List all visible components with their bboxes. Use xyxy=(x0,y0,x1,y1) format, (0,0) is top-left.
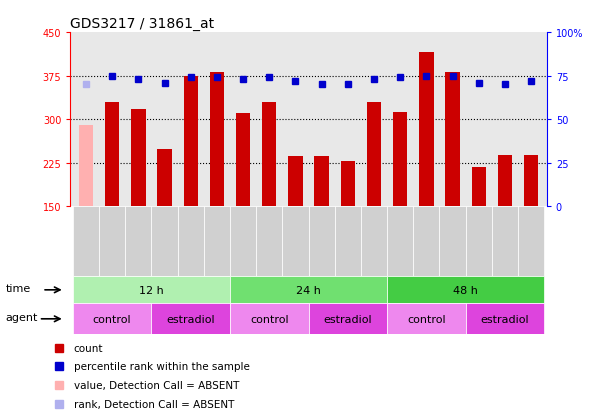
Bar xyxy=(73,277,230,304)
Bar xyxy=(204,206,230,277)
Bar xyxy=(262,102,276,206)
Bar xyxy=(73,206,99,277)
Bar xyxy=(393,113,408,206)
Bar xyxy=(413,206,439,277)
Text: percentile rank within the sample: percentile rank within the sample xyxy=(74,361,249,372)
Bar xyxy=(230,304,309,335)
Text: agent: agent xyxy=(5,313,38,323)
Bar xyxy=(315,156,329,206)
Bar xyxy=(230,277,387,304)
Text: value, Detection Call = ABSENT: value, Detection Call = ABSENT xyxy=(74,380,239,390)
Bar xyxy=(125,206,152,277)
Text: time: time xyxy=(5,284,31,294)
Bar xyxy=(105,102,119,206)
Bar xyxy=(472,167,486,206)
Text: 48 h: 48 h xyxy=(453,285,478,295)
Bar xyxy=(99,206,125,277)
Bar xyxy=(419,53,434,206)
Bar xyxy=(524,156,538,206)
Text: control: control xyxy=(93,314,131,324)
Bar xyxy=(256,206,282,277)
Bar xyxy=(183,76,198,206)
Bar xyxy=(387,206,413,277)
Bar xyxy=(210,72,224,206)
Text: 24 h: 24 h xyxy=(296,285,321,295)
Bar xyxy=(73,304,152,335)
Bar xyxy=(309,304,387,335)
Text: rank, Detection Call = ABSENT: rank, Detection Call = ABSENT xyxy=(74,399,234,409)
Bar xyxy=(79,126,93,206)
Bar xyxy=(387,304,466,335)
Text: estradiol: estradiol xyxy=(481,314,529,324)
Bar xyxy=(361,206,387,277)
Bar xyxy=(236,114,251,206)
Bar xyxy=(230,206,256,277)
Bar xyxy=(309,206,335,277)
Text: estradiol: estradiol xyxy=(323,314,372,324)
Bar xyxy=(341,161,355,206)
Bar xyxy=(158,150,172,206)
Bar xyxy=(387,277,544,304)
Text: GDS3217 / 31861_at: GDS3217 / 31861_at xyxy=(70,17,214,31)
Bar xyxy=(498,156,512,206)
Bar xyxy=(131,109,145,206)
Bar xyxy=(518,206,544,277)
Bar xyxy=(439,206,466,277)
Text: 12 h: 12 h xyxy=(139,285,164,295)
Bar xyxy=(335,206,361,277)
Bar xyxy=(466,206,492,277)
Text: control: control xyxy=(407,314,445,324)
Text: control: control xyxy=(250,314,288,324)
Bar xyxy=(152,304,230,335)
Bar xyxy=(178,206,204,277)
Bar xyxy=(152,206,178,277)
Bar xyxy=(466,304,544,335)
Text: count: count xyxy=(74,343,103,353)
Bar xyxy=(288,156,302,206)
Bar xyxy=(492,206,518,277)
Bar xyxy=(445,72,459,206)
Text: estradiol: estradiol xyxy=(166,314,215,324)
Bar xyxy=(282,206,309,277)
Bar xyxy=(367,102,381,206)
